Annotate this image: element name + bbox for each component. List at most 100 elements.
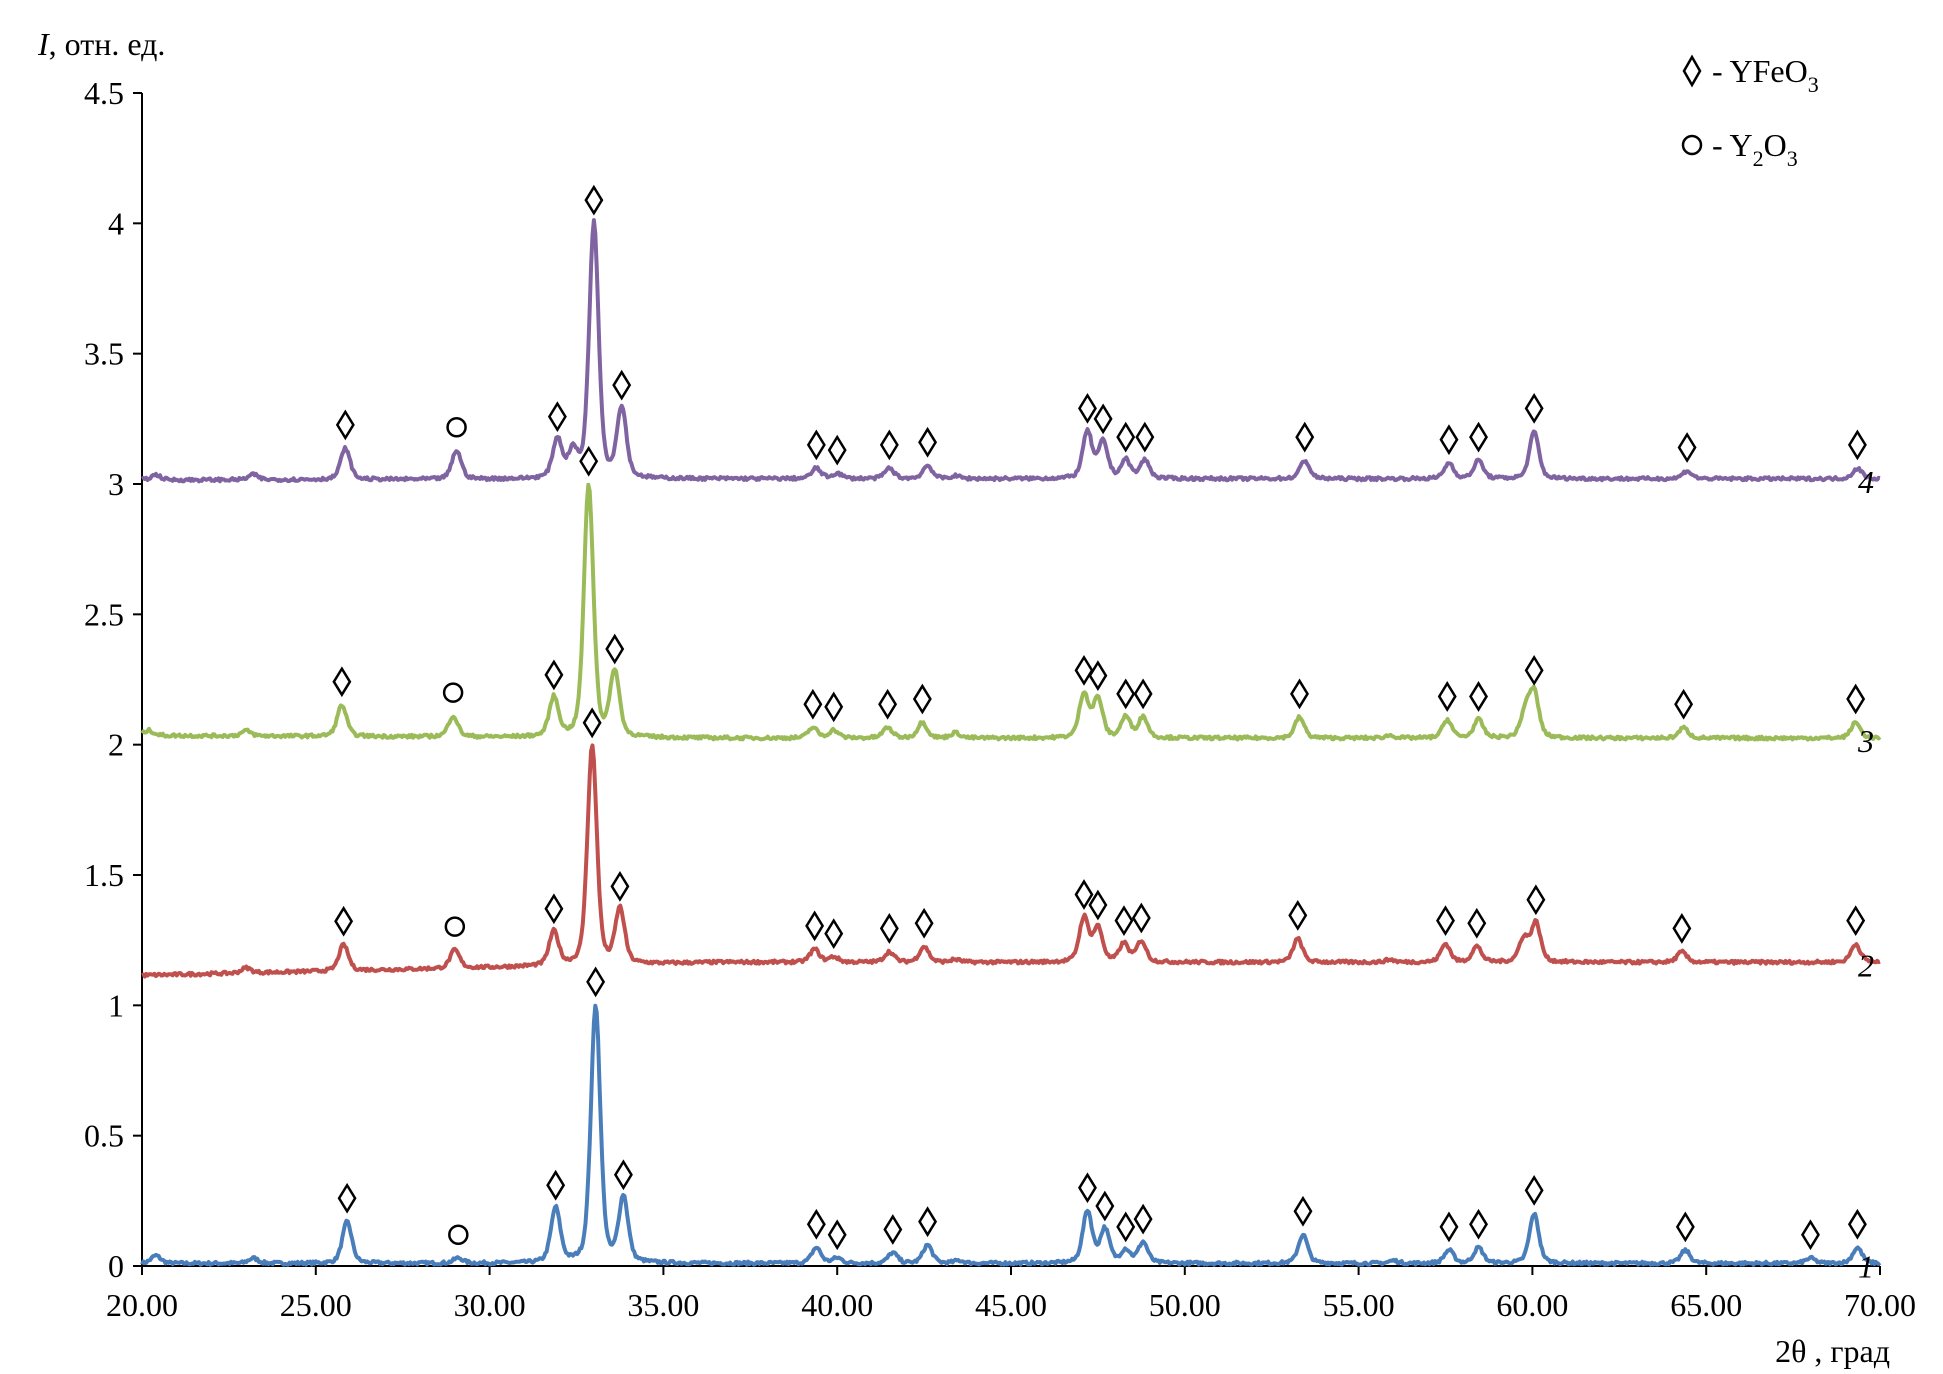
diamond-icon bbox=[1131, 902, 1151, 934]
diamond-icon bbox=[1469, 681, 1488, 712]
diamond-icon bbox=[1295, 421, 1315, 453]
x-tick-label: 25.00 bbox=[280, 1287, 352, 1323]
diamond-icon bbox=[579, 445, 599, 477]
diamond-icon bbox=[1439, 1211, 1459, 1243]
x-axis-title: 2θ , град bbox=[1775, 1333, 1890, 1369]
diamond-icon bbox=[605, 633, 625, 665]
diamond-icon bbox=[1095, 1190, 1115, 1222]
diamond-icon bbox=[546, 1169, 566, 1201]
y-tick-label: 0.5 bbox=[84, 1118, 124, 1154]
y-tick-label: 4.5 bbox=[84, 75, 124, 111]
diamond-icon bbox=[805, 910, 825, 942]
x-tick-label: 65.00 bbox=[1670, 1287, 1742, 1323]
diamond-icon bbox=[1526, 884, 1546, 916]
diamond-icon bbox=[582, 707, 602, 739]
diamond-icon bbox=[610, 871, 630, 902]
diamond-icon bbox=[612, 369, 632, 401]
diamond-icon bbox=[1467, 907, 1487, 939]
y-tick-label: 3 bbox=[108, 466, 124, 502]
diamond-icon bbox=[1675, 1211, 1695, 1243]
y-tick-label: 2 bbox=[108, 727, 124, 763]
diamond-icon bbox=[1682, 54, 1702, 88]
circle-icon bbox=[444, 916, 466, 937]
legend-label-y2o3: - Y2O3 bbox=[1712, 127, 1798, 171]
circle-icon bbox=[442, 682, 464, 703]
diamond-icon bbox=[1114, 905, 1134, 937]
diamond-icon bbox=[912, 683, 932, 715]
x-tick-label: 70.00 bbox=[1844, 1287, 1916, 1323]
diamond-icon bbox=[1078, 1172, 1097, 1204]
x-tick-label: 50.00 bbox=[1149, 1287, 1221, 1323]
diamond-icon bbox=[806, 429, 826, 461]
diamond-icon bbox=[1469, 1208, 1488, 1240]
diamond-icon bbox=[613, 1159, 633, 1191]
diamond-icon bbox=[803, 688, 823, 720]
series-1-line bbox=[140, 1003, 1882, 1267]
diamond-icon bbox=[806, 1208, 826, 1240]
diamond-icon bbox=[332, 666, 352, 698]
series-4-line bbox=[141, 218, 1881, 484]
diamond-icon bbox=[1847, 429, 1867, 461]
series-1-label: 1 bbox=[1858, 1248, 1874, 1284]
diamond-icon bbox=[827, 1219, 847, 1251]
diamond-icon bbox=[1116, 421, 1136, 453]
diamond-icon bbox=[1116, 678, 1136, 710]
legend-entry-y2o3: - Y2O3 bbox=[1681, 127, 1798, 171]
diamond-icon bbox=[1847, 1208, 1867, 1240]
peak-markers bbox=[332, 184, 1867, 1251]
diamond-icon bbox=[1133, 678, 1153, 710]
diamond-icon bbox=[1436, 905, 1455, 937]
diamond-icon bbox=[1801, 1219, 1820, 1251]
diamond-icon bbox=[544, 659, 564, 691]
diamond-icon bbox=[1290, 678, 1309, 710]
y-axis-title: I, отн. ед. bbox=[37, 26, 165, 62]
series-2-label: 2 bbox=[1858, 947, 1874, 983]
y-tick-label: 4 bbox=[108, 205, 124, 241]
diamond-icon bbox=[918, 426, 938, 458]
y-tick-label: 1 bbox=[108, 987, 124, 1023]
diamond-icon bbox=[547, 401, 567, 432]
diamond-icon bbox=[918, 1206, 938, 1238]
series-3-label: 3 bbox=[1857, 723, 1874, 759]
diamond-icon bbox=[337, 1182, 357, 1214]
diamond-icon bbox=[1074, 879, 1094, 910]
diamond-icon bbox=[914, 907, 934, 939]
legend-entry-yfeo3: - YFeO3 bbox=[1682, 53, 1819, 97]
diamond-icon bbox=[1288, 900, 1308, 931]
diamond-icon bbox=[1677, 432, 1697, 463]
diamond-icon bbox=[544, 893, 564, 925]
x-tick-label: 35.00 bbox=[627, 1287, 699, 1323]
diamond-icon bbox=[1088, 660, 1108, 691]
diamond-icon bbox=[1133, 1203, 1153, 1235]
diamond-icon bbox=[1846, 683, 1866, 715]
diamond-icon bbox=[1437, 681, 1457, 712]
legend-label-yfeo3: - YFeO3 bbox=[1712, 53, 1819, 97]
x-tick-label: 60.00 bbox=[1496, 1287, 1568, 1323]
diamond-icon bbox=[1293, 1195, 1313, 1227]
circle-icon bbox=[1681, 134, 1703, 156]
y-tick-label: 1.5 bbox=[84, 857, 124, 893]
diamond-icon bbox=[878, 688, 898, 720]
diamond-icon bbox=[584, 184, 604, 216]
circle-icon bbox=[446, 416, 467, 438]
x-tick-label: 45.00 bbox=[975, 1287, 1047, 1323]
series-2-line bbox=[141, 743, 1881, 979]
diamond-icon bbox=[1439, 424, 1459, 456]
diamond-icon bbox=[1074, 654, 1094, 686]
diamond-icon bbox=[1674, 688, 1694, 720]
diamond-icon bbox=[1524, 654, 1544, 686]
diamond-icon bbox=[883, 1214, 903, 1245]
diamond-icon bbox=[1846, 905, 1866, 937]
diamond-icon bbox=[335, 409, 355, 441]
axes: 0 0.5 1 1.5 2 2.5 3 3.5 4 4.5 20.00 25.00 30.00 35.00… bbox=[84, 75, 1916, 1323]
series-4-label: 4 bbox=[1858, 464, 1874, 500]
diamond-icon bbox=[824, 691, 844, 723]
curves: 1 2 3 4 bbox=[140, 218, 1882, 1284]
diamond-icon bbox=[1078, 393, 1097, 424]
y-axis-title-rest: , отн. ед. bbox=[49, 26, 166, 62]
diamond-icon bbox=[1135, 421, 1155, 453]
y-tick-label: 2.5 bbox=[84, 596, 124, 632]
diamond-icon bbox=[1524, 393, 1544, 424]
diamond-icon bbox=[1469, 421, 1488, 453]
